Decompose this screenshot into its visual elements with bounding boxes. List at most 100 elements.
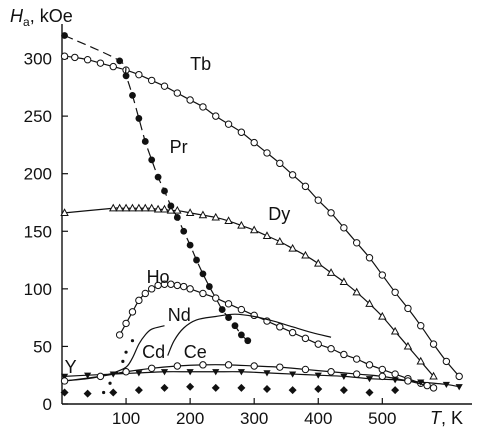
y-ticks: 0 50 100 150 200 250 300 xyxy=(24,50,68,414)
data-point-dy xyxy=(339,277,349,286)
data-point-tb xyxy=(417,321,425,330)
series-line-dy xyxy=(64,207,435,377)
data-point-series-8 xyxy=(301,365,310,374)
data-point-tb xyxy=(429,340,438,348)
data-point-ho xyxy=(301,334,310,343)
data-point-dy xyxy=(365,299,374,307)
data-point-pr xyxy=(129,91,136,99)
data-point-dy xyxy=(378,311,387,320)
data-point-series-8 xyxy=(173,362,182,370)
x-tick-label: 100 xyxy=(112,409,140,428)
series-label-ce: Ce xyxy=(184,342,207,362)
data-point-dy xyxy=(121,203,131,212)
series-label-pr: Pr xyxy=(170,137,188,157)
series-series-9 xyxy=(60,382,400,398)
data-point-pr xyxy=(135,115,143,122)
data-point-series-9 xyxy=(60,388,69,397)
data-point-y xyxy=(135,370,143,377)
y-tick-label: 300 xyxy=(24,50,52,69)
data-point-ho xyxy=(391,370,399,378)
data-point-dy xyxy=(198,210,208,219)
x-tick-label: 400 xyxy=(304,409,332,428)
data-point-series-8 xyxy=(224,361,233,369)
data-point-ho xyxy=(327,345,335,353)
data-point-series-9 xyxy=(160,383,169,392)
y-tick-label: 50 xyxy=(33,337,52,356)
data-point-pr xyxy=(193,256,200,264)
data-point-dy xyxy=(237,220,246,229)
data-point-y xyxy=(60,373,69,380)
data-point-series-8 xyxy=(327,368,335,376)
data-point-tb xyxy=(365,254,374,262)
data-point-dy xyxy=(147,203,156,212)
x-tick-label: 200 xyxy=(176,409,204,428)
data-point-series-9 xyxy=(391,386,400,395)
series-series-8 xyxy=(60,361,431,390)
data-point-pr xyxy=(218,306,226,313)
data-point-cd xyxy=(121,359,125,363)
series-line-ce xyxy=(167,313,332,356)
data-point-tb xyxy=(391,288,399,297)
data-point-tb xyxy=(327,209,335,217)
data-point-ho xyxy=(180,282,188,291)
data-point-tb xyxy=(404,304,412,313)
data-point-series-9 xyxy=(211,383,220,392)
data-point-ho xyxy=(212,294,220,302)
series-label-y: Y xyxy=(65,357,77,377)
data-point-pr xyxy=(225,314,232,322)
data-point-tb xyxy=(301,182,310,191)
data-point-pr xyxy=(199,270,207,278)
data-point-tb xyxy=(135,70,143,79)
data-point-tb xyxy=(212,112,220,120)
y-tick-label: 150 xyxy=(24,222,52,241)
data-point-ho xyxy=(147,285,156,293)
data-point-tb xyxy=(455,372,463,381)
data-point-series-8 xyxy=(352,370,361,378)
data-point-pr xyxy=(141,138,149,145)
data-point-pr xyxy=(186,241,194,249)
x-ticks: 100 200 300 400 500 xyxy=(112,398,397,428)
data-point-dy xyxy=(224,216,233,225)
data-point-y xyxy=(314,372,322,379)
series-pr xyxy=(61,32,252,345)
series-ho xyxy=(115,280,438,392)
data-point-ho xyxy=(128,308,137,316)
plot-area: 0 50 100 150 200 250 300 100 200 300 400 500 Tb Dy P… xyxy=(24,24,472,428)
data-point-dy xyxy=(262,231,272,239)
data-point-dy xyxy=(166,205,176,214)
data-point-tb xyxy=(263,149,271,157)
data-point-series-8 xyxy=(60,377,69,385)
data-point-pr xyxy=(61,32,68,39)
series-label-ho: Ho xyxy=(147,267,170,287)
data-point-dy xyxy=(109,203,118,212)
data-point-tb xyxy=(352,239,361,247)
data-point-series-8 xyxy=(423,381,431,390)
data-point-y xyxy=(455,384,463,391)
data-point-series-8 xyxy=(404,377,412,385)
y-axis-unit: , kOe xyxy=(30,6,73,26)
data-point-tb xyxy=(83,55,92,64)
data-point-pr xyxy=(237,331,245,339)
data-point-ho xyxy=(115,331,124,339)
data-point-cd xyxy=(130,339,135,343)
data-point-y xyxy=(365,376,374,383)
y-tick-label: 100 xyxy=(24,280,52,299)
data-point-dy xyxy=(429,371,438,380)
series-label-dy: Dy xyxy=(268,204,290,224)
series-label-nd: Nd xyxy=(168,305,191,325)
data-point-dy xyxy=(301,250,310,259)
data-point-ho xyxy=(365,361,374,369)
data-point-series-9 xyxy=(109,388,118,397)
series-label-cd: Cd xyxy=(142,342,165,362)
series-label-tb: Tb xyxy=(190,54,211,74)
data-point-series-8 xyxy=(378,372,387,381)
data-point-tb xyxy=(224,120,233,128)
data-point-dy xyxy=(173,205,182,214)
data-point-tb xyxy=(96,59,105,67)
y-tick-label: 0 xyxy=(43,395,52,414)
data-point-tb xyxy=(340,224,348,232)
data-point-pr xyxy=(173,214,181,221)
data-point-y xyxy=(237,369,245,376)
data-point-series-9 xyxy=(83,389,92,398)
